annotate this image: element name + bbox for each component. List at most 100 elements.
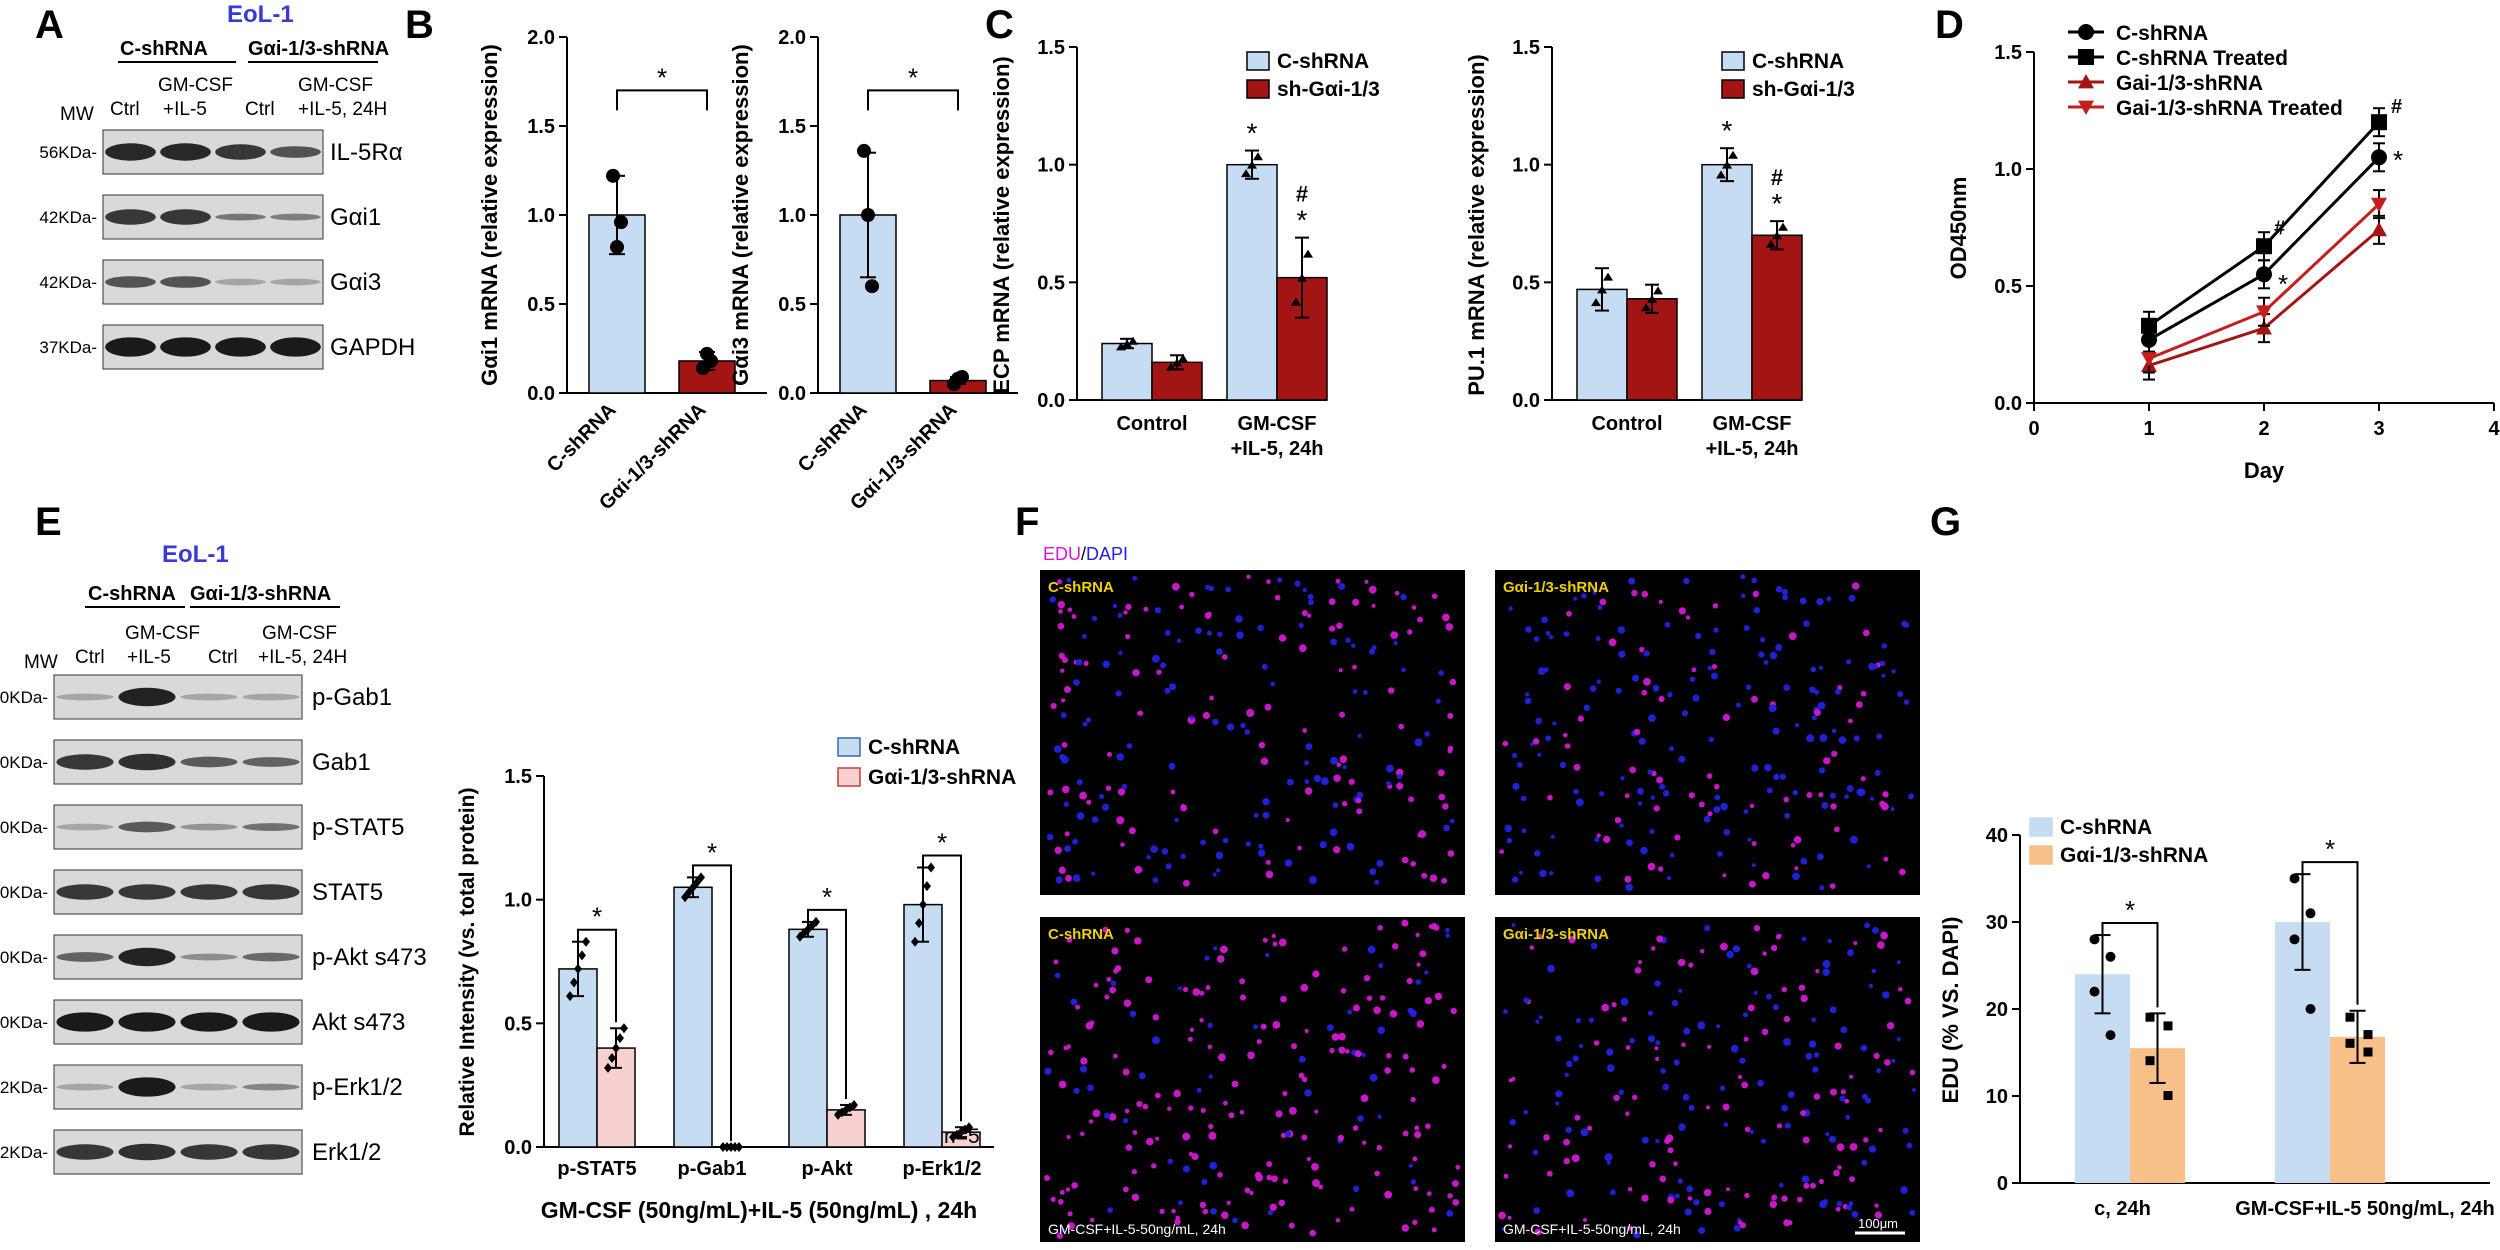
dapi-nucleus	[1626, 839, 1633, 846]
edu-nucleus	[1601, 1004, 1609, 1012]
edu-nucleus	[1438, 769, 1445, 776]
dapi-nucleus	[1858, 788, 1866, 796]
dapi-nucleus	[1376, 860, 1383, 867]
edu-nucleus	[1151, 1163, 1156, 1168]
edu-nucleus	[1572, 1154, 1580, 1162]
x-tick-label: 0	[2028, 418, 2039, 440]
dapi-nucleus	[1539, 1015, 1543, 1019]
dapi-nucleus	[1573, 597, 1577, 601]
dapi-nucleus	[1552, 721, 1556, 725]
dapi-nucleus	[1846, 659, 1851, 664]
edu-nucleus	[1125, 1109, 1130, 1114]
sample-size-note: n=5	[944, 1125, 980, 1148]
edu-nucleus	[1688, 962, 1693, 967]
dapi-nucleus	[1724, 1122, 1728, 1126]
dapi-nucleus	[1333, 802, 1339, 808]
legend-dapi: DAPI	[1086, 544, 1128, 564]
edu-nucleus	[1834, 826, 1840, 832]
edu-nucleus	[1509, 1078, 1513, 1082]
dapi-nucleus	[1056, 876, 1063, 883]
dapi-nucleus	[1181, 854, 1186, 859]
edu-nucleus	[1853, 941, 1857, 945]
dapi-nucleus	[1875, 770, 1881, 776]
dapi-nucleus	[1213, 946, 1217, 950]
edu-nucleus	[1361, 1094, 1369, 1102]
edu-nucleus	[1442, 1064, 1447, 1069]
dapi-nucleus	[1805, 1053, 1812, 1060]
y-tick-label: 1.0	[1037, 155, 1065, 177]
edu-nucleus	[1751, 696, 1758, 703]
panel-letter-a: A	[35, 3, 64, 47]
dapi-nucleus	[1909, 1210, 1915, 1216]
significance-star: *	[822, 882, 832, 912]
dapi-nucleus	[1438, 670, 1444, 676]
edu-nucleus	[1188, 1037, 1193, 1042]
x-tick-label: p-Gab1	[678, 1158, 747, 1180]
dapi-nucleus	[1819, 767, 1825, 773]
y-tick-label: 0.5	[527, 294, 555, 316]
dapi-nucleus	[1308, 599, 1314, 605]
edu-nucleus	[1429, 1207, 1435, 1213]
panel-a-col-il5-1: +IL-5	[163, 99, 207, 120]
dapi-nucleus	[1363, 690, 1368, 695]
edu-nucleus	[1414, 1125, 1419, 1130]
y-tick-label: 0.5	[1512, 272, 1540, 294]
dapi-nucleus	[1628, 578, 1635, 585]
edu-nucleus	[1315, 972, 1319, 976]
legend-label: Gαi-1/3-shRNA	[868, 766, 1016, 789]
y-tick-label: 0.5	[504, 1013, 532, 1035]
dapi-nucleus	[1533, 1207, 1540, 1214]
edu-nucleus	[1910, 1070, 1916, 1076]
dapi-nucleus	[1111, 981, 1117, 987]
micrograph-label: C-shRNA	[1048, 926, 1114, 943]
edu-nucleus	[1133, 1130, 1138, 1135]
dapi-nucleus	[1709, 737, 1714, 742]
dapi-nucleus	[1358, 734, 1362, 738]
dapi-nucleus	[1848, 595, 1855, 602]
edu-nucleus	[1369, 586, 1377, 594]
edu-nucleus	[1172, 583, 1180, 591]
edu-nucleus	[1244, 1187, 1250, 1193]
dapi-nucleus	[1724, 829, 1731, 836]
blot-band	[180, 1084, 237, 1091]
annotation-hash: #	[2391, 96, 2402, 118]
edu-nucleus	[1707, 1045, 1711, 1049]
dapi-nucleus	[1591, 943, 1598, 950]
edu-nucleus	[1364, 580, 1368, 584]
edu-nucleus	[1530, 945, 1535, 950]
dapi-nucleus	[1200, 840, 1206, 846]
blot-band	[160, 209, 211, 224]
blot-band	[105, 337, 156, 356]
chart-d-growth: 0.00.51.01.50 1 2 3 4DayOD450nmC-shRNAC-shRN…	[1946, 22, 2500, 483]
edu-nucleus	[1217, 955, 1225, 963]
data-point	[2106, 952, 2116, 962]
edu-nucleus	[1302, 728, 1307, 733]
micrograph-caption: GM-CSF+IL-5-50ng/mL, 24h	[1503, 1221, 1681, 1237]
blot-band	[118, 948, 175, 966]
dapi-nucleus	[1837, 1201, 1843, 1207]
dapi-nucleus	[1258, 844, 1263, 849]
edu-nucleus	[1714, 784, 1720, 790]
dapi-nucleus	[1642, 1137, 1649, 1144]
edu-nucleus	[1749, 881, 1756, 888]
edu-nucleus	[1171, 1209, 1175, 1213]
edu-nucleus	[1352, 665, 1357, 670]
data-point	[923, 881, 931, 891]
edu-nucleus	[1058, 601, 1065, 608]
dapi-nucleus	[1667, 692, 1672, 697]
annotation-star: *	[1297, 205, 1308, 236]
dapi-nucleus	[1178, 1200, 1183, 1205]
y-tick-label: 0.0	[1512, 390, 1540, 412]
edu-nucleus	[1770, 1201, 1777, 1208]
dapi-nucleus	[1047, 834, 1054, 841]
dapi-nucleus	[1672, 1000, 1678, 1006]
edu-nucleus	[1632, 1095, 1637, 1100]
edu-nucleus	[1047, 790, 1053, 796]
dapi-nucleus	[1235, 615, 1243, 623]
data-point	[927, 863, 935, 873]
edu-nucleus	[1362, 1141, 1366, 1145]
dapi-nucleus	[1610, 1189, 1616, 1195]
blot-band	[105, 276, 156, 288]
dapi-nucleus	[1829, 1136, 1836, 1143]
edu-nucleus	[1745, 1127, 1751, 1133]
